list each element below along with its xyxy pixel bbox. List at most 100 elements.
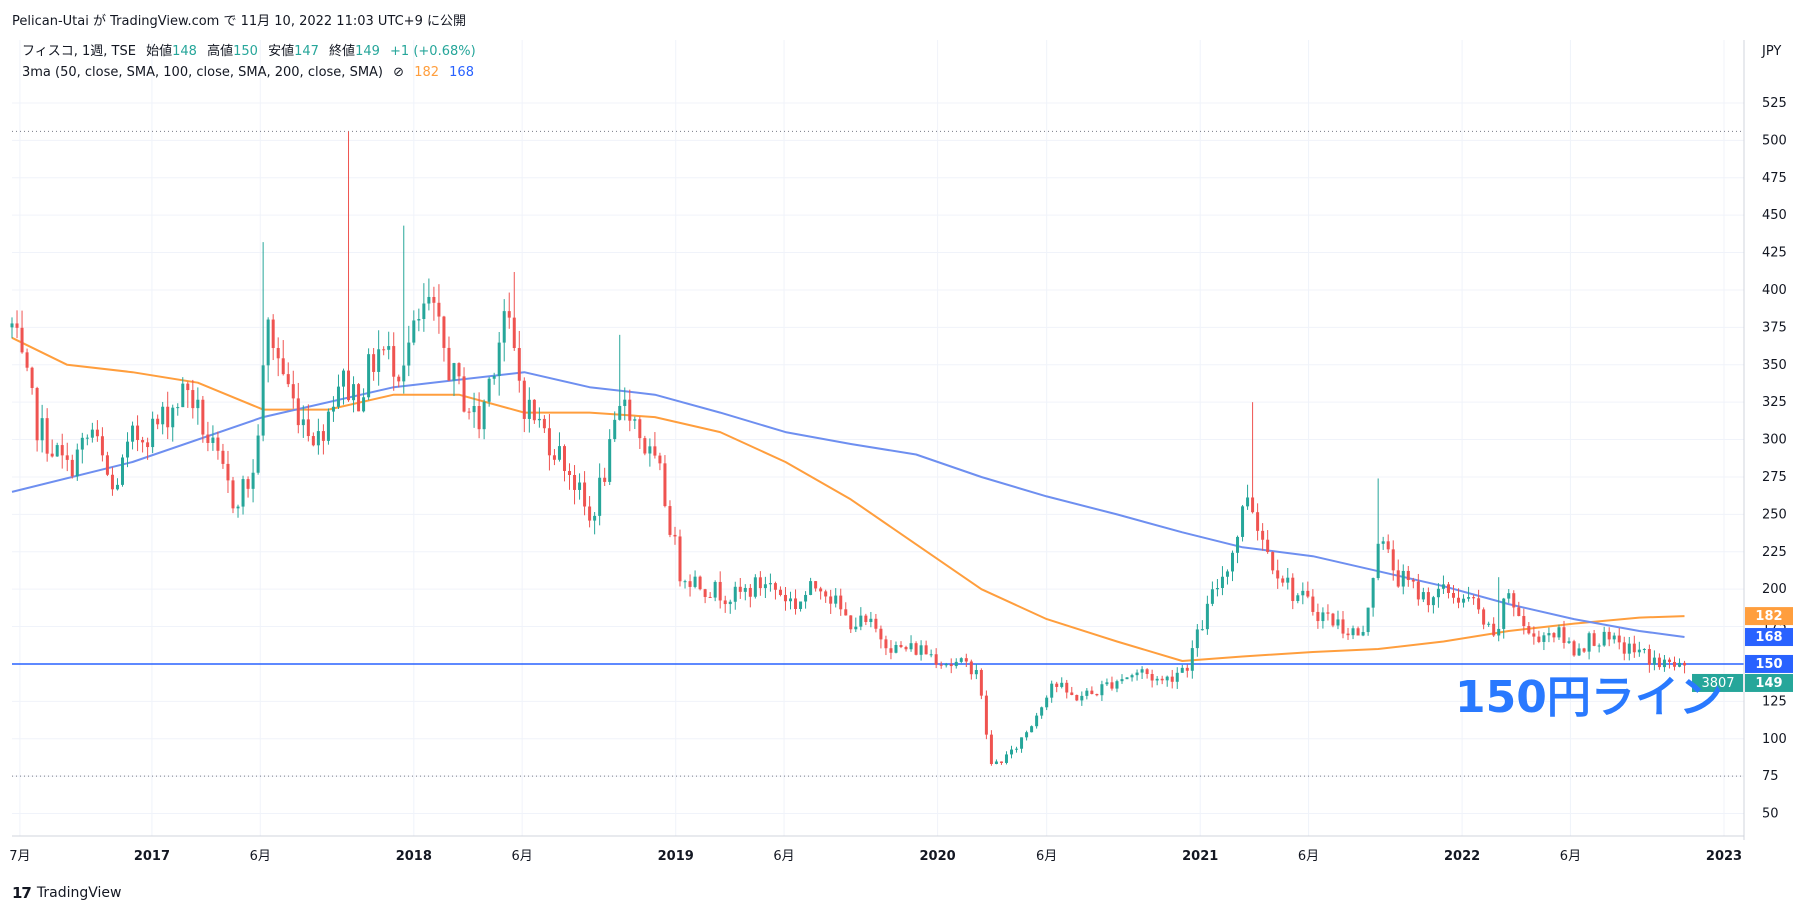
x-tick-label-13: 2023: [1706, 849, 1742, 864]
candle-body-212: [1075, 694, 1079, 701]
candle-body-13: [75, 449, 79, 477]
candle-body-181: [919, 645, 923, 655]
candle-body-278: [1406, 570, 1410, 581]
candle-body-164: [834, 595, 838, 604]
candle-body-52: [271, 319, 275, 349]
publish-header: Pelican-Utai が TradingView.com で 11月 10,…: [0, 0, 1817, 34]
candle-body-117: [598, 477, 602, 516]
candle-body-308: [1557, 627, 1561, 638]
candle-body-194: [984, 695, 988, 735]
candle-body-160: [814, 581, 818, 589]
candle-body-199: [1010, 749, 1014, 755]
candle-body-109: [557, 446, 561, 460]
candle-body-169: [859, 615, 863, 627]
candle-body-168: [854, 626, 858, 630]
price-label-1: 168: [1755, 630, 1782, 645]
candle-body-253: [1281, 578, 1285, 583]
candle-body-221: [1120, 679, 1124, 682]
candle-body-67: [347, 370, 351, 401]
candle-body-324: [1637, 649, 1641, 653]
candle-body-25: [136, 425, 140, 441]
candle-body-233: [1180, 667, 1184, 673]
y-tick-label-3: 125: [1762, 694, 1787, 709]
candle-body-236: [1195, 629, 1199, 649]
tradingview-logo[interactable]: 𝟭𝟳 TradingView: [12, 884, 121, 902]
price-label-box-1: [1745, 628, 1793, 647]
candle-body-112: [573, 475, 577, 490]
candle-body-290: [1467, 597, 1471, 599]
candle-body-300: [1517, 607, 1521, 617]
candle-body-326: [1647, 649, 1651, 665]
candle-body-8: [50, 453, 54, 457]
candle-body-320: [1617, 635, 1621, 643]
candle-body-297: [1502, 598, 1506, 629]
candle-body-215: [1090, 690, 1094, 695]
candle-body-237: [1200, 629, 1204, 631]
candle-body-32: [171, 407, 175, 428]
candle-body-328: [1657, 657, 1661, 668]
y-tick-label-10: 300: [1762, 433, 1787, 448]
candle-body-299: [1512, 593, 1516, 608]
y-tick-label-16: 450: [1762, 208, 1787, 223]
x-tick-label-7: 2020: [920, 849, 956, 864]
candle-body-192: [974, 670, 978, 675]
candle-body-201: [1020, 737, 1024, 749]
candle-body-113: [578, 482, 582, 490]
candle-body-129: [658, 455, 662, 464]
candle-body-202: [1025, 732, 1029, 738]
candle-body-103: [527, 399, 531, 419]
candle-body-95: [487, 378, 491, 402]
time-axis[interactable]: 7月 2017 6月 2018 6月 2019 6月 2020 6月 2021 6月 2022 6月 20…: [9, 835, 1744, 864]
candle-body-156: [794, 598, 798, 609]
candle-body-141: [718, 581, 722, 601]
y-tick-label-13: 375: [1762, 320, 1787, 335]
y-tick-label-18: 500: [1762, 133, 1787, 148]
candle-body-261: [1321, 612, 1325, 622]
price-axis[interactable]: JPY5075100125150175200225250275300325350…: [1743, 40, 1787, 840]
candle-body-133: [678, 536, 682, 582]
candle-body-231: [1170, 676, 1174, 682]
chart-legend: フィスコ, 1週, TSE 始値148 高値150 安値147 終値149 +1…: [22, 43, 476, 80]
candle-body-44: [231, 480, 235, 509]
candle-body-108: [552, 455, 556, 460]
moving-averages: [11, 336, 1685, 662]
candle-body-51: [266, 319, 270, 366]
candle-body-254: [1286, 577, 1290, 583]
candles: [10, 131, 1687, 766]
candle-body-110: [562, 446, 566, 471]
candle-body-10: [60, 445, 64, 456]
candle-body-65: [336, 386, 340, 407]
legend-indicator: 3ma (50, close, SMA, 100, close, SMA, 20…: [22, 65, 383, 80]
candle-body-53: [276, 348, 280, 359]
annotation-150-line[interactable]: 150円ライン: [1455, 672, 1723, 723]
candle-body-57: [296, 398, 300, 426]
candle-body-74: [382, 349, 386, 351]
candle-body-21: [115, 484, 119, 490]
candle-body-90: [462, 376, 466, 412]
candle-body-298: [1507, 593, 1511, 599]
candle-body-157: [799, 601, 803, 609]
candle-body-256: [1296, 595, 1300, 602]
candle-body-262: [1326, 612, 1330, 614]
candle-body-210: [1065, 682, 1069, 693]
candle-body-114: [583, 482, 587, 507]
candle-body-155: [789, 598, 793, 602]
candle-body-37: [196, 399, 200, 409]
x-tick-label-0: 7月: [9, 849, 30, 864]
candle-body-245: [1241, 506, 1245, 537]
candle-body-41: [216, 437, 220, 451]
candle-body-135: [688, 581, 692, 587]
candle-body-250: [1266, 539, 1270, 553]
candle-body-304: [1537, 636, 1541, 642]
candle-body-70: [362, 397, 366, 412]
candle-body-27: [146, 442, 150, 448]
candle-body-99: [507, 311, 511, 318]
y-tick-label-8: 250: [1762, 507, 1787, 522]
candle-body-111: [568, 470, 572, 476]
candle-body-91: [467, 411, 471, 413]
candle-body-62: [321, 431, 325, 441]
candle-body-149: [758, 577, 762, 589]
candle-body-40: [211, 437, 215, 443]
candle-body-226: [1145, 669, 1149, 675]
